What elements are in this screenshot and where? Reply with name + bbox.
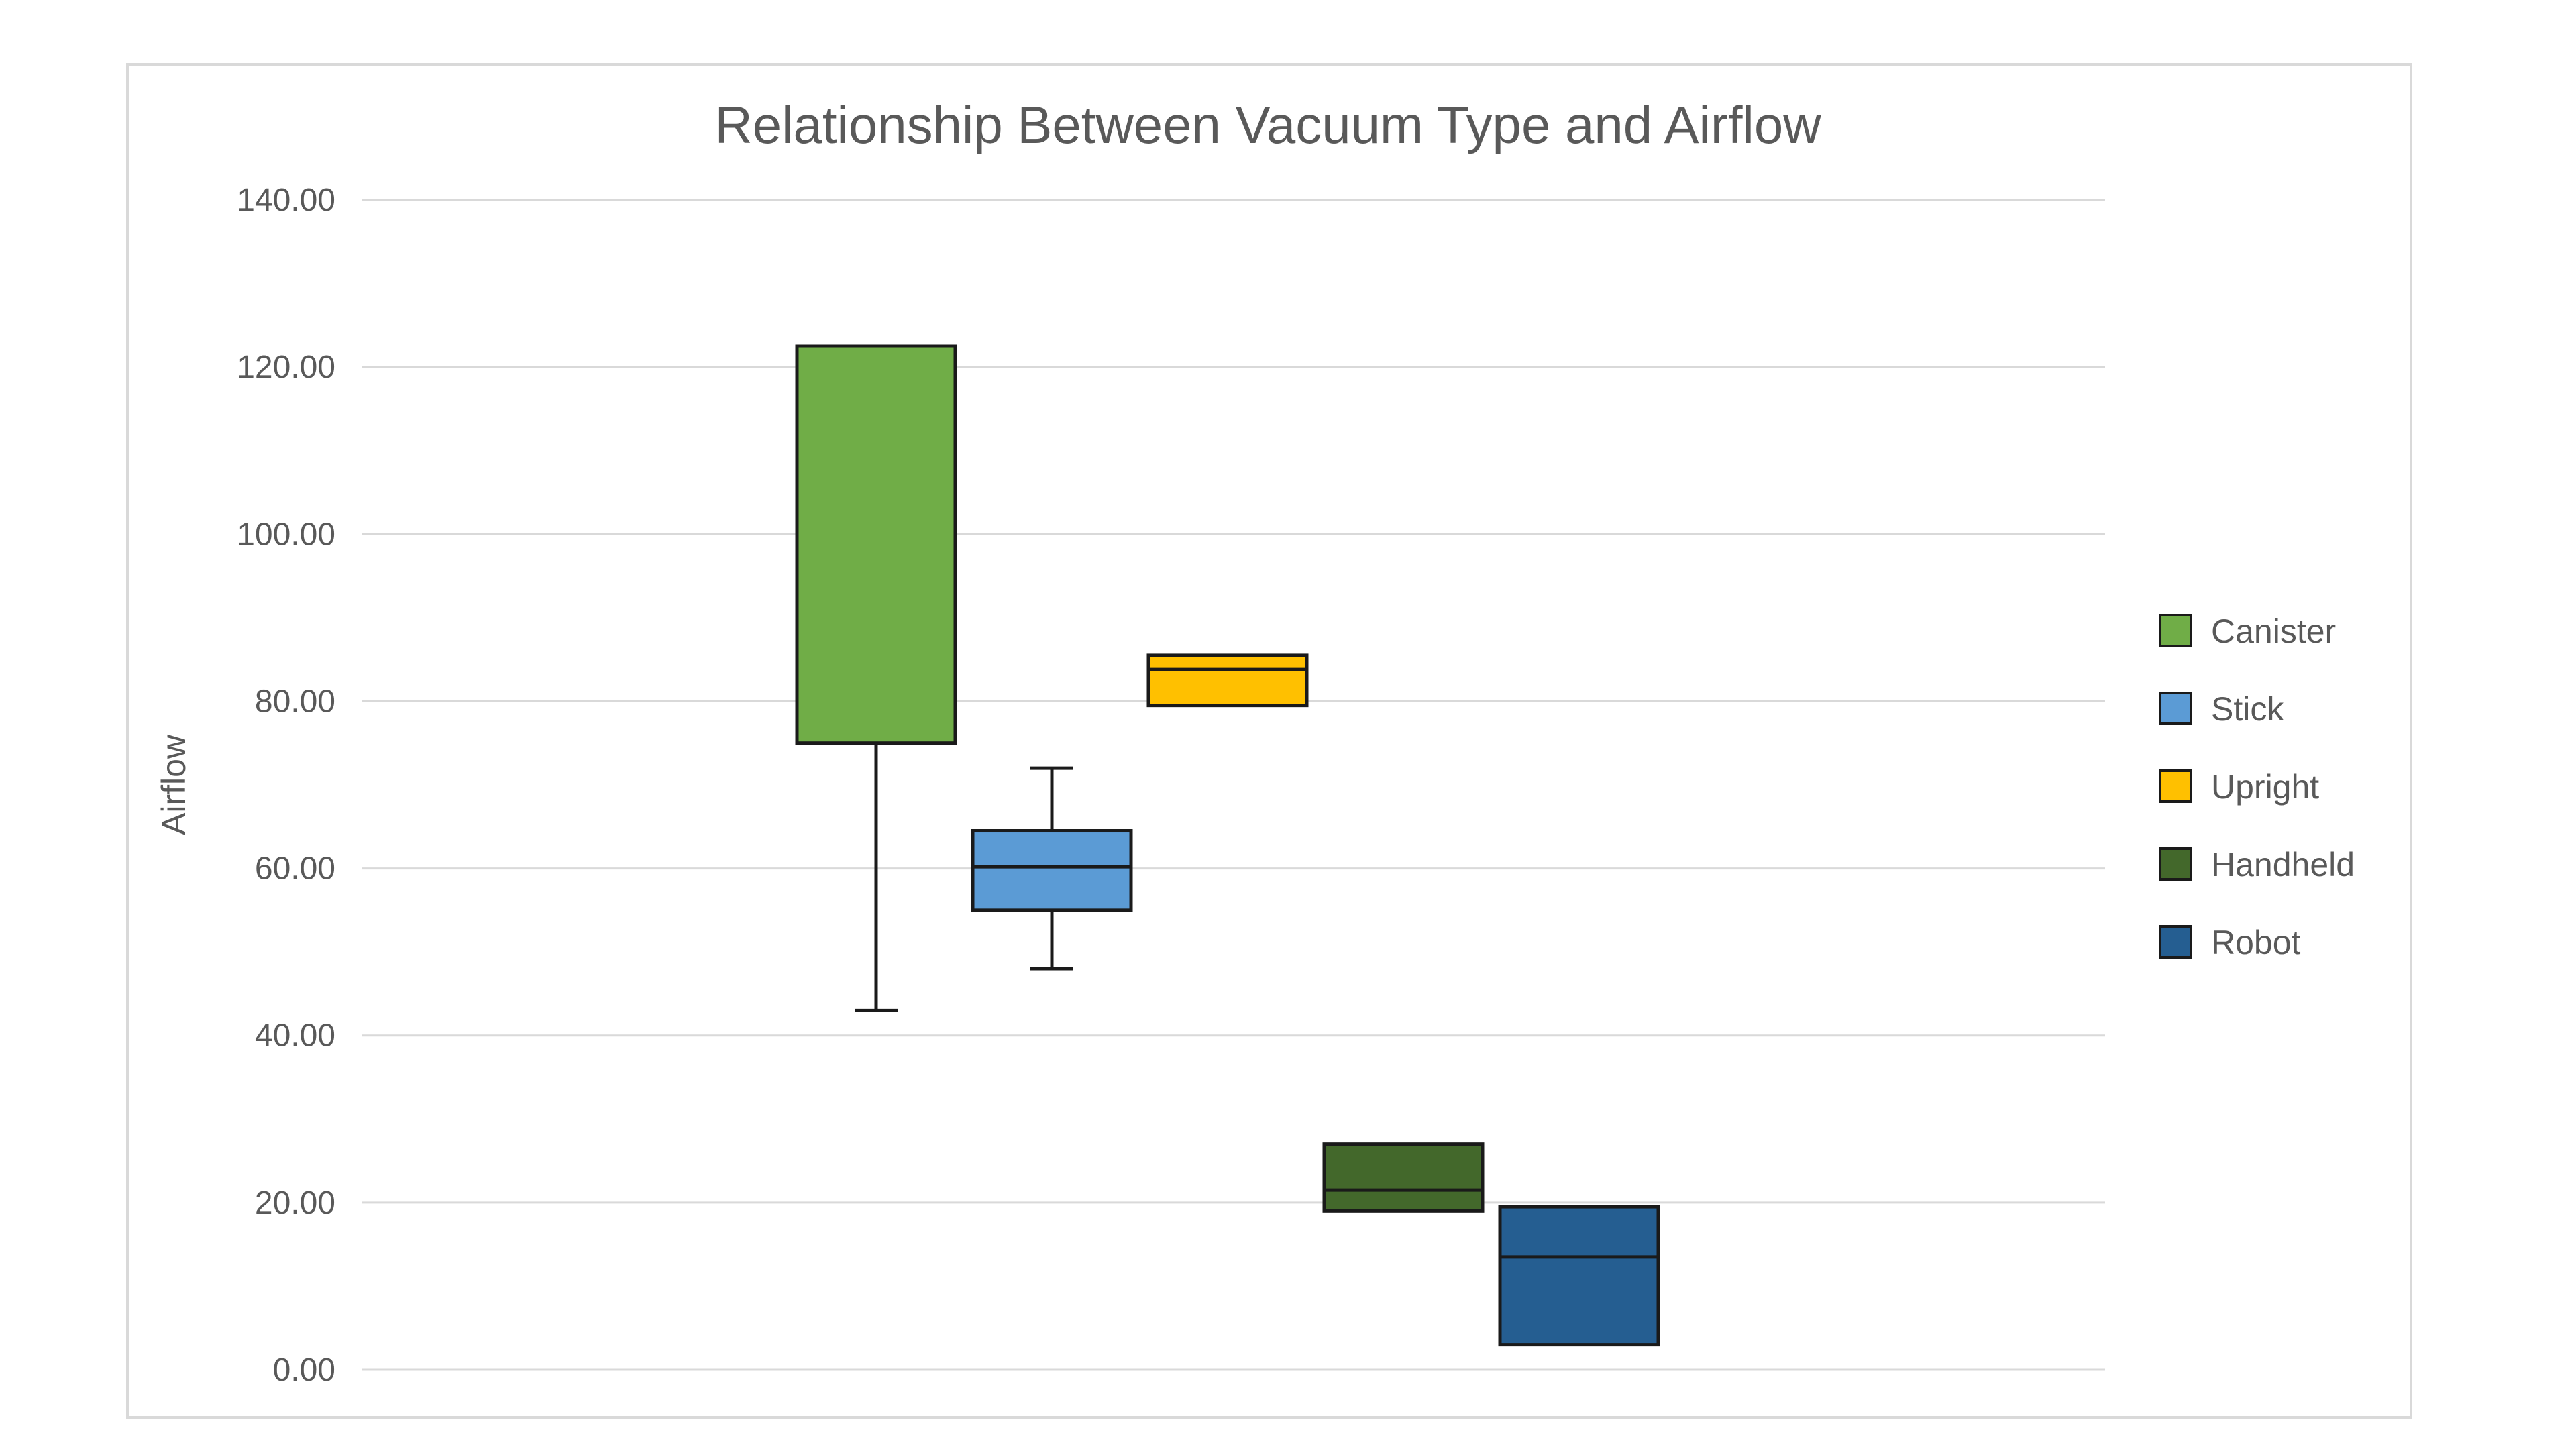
legend-label: Canister [2211,612,2336,650]
legend-label: Upright [2211,768,2319,806]
y-tick-label: 120.00 [237,349,335,385]
box-robot [1498,1205,1660,1347]
y-tick-label: 80.00 [255,684,335,719]
box-iqr [1322,1142,1485,1213]
box-canister [795,344,957,1012]
box-iqr [1146,653,1309,708]
legend-swatch [2159,925,2192,959]
legend-item-handheld: Handheld [2159,846,2355,883]
legend-item-stick: Stick [2159,690,2284,728]
y-tick-label: 0.00 [273,1352,335,1388]
box-series [795,344,1660,1347]
y-tick-label: 100.00 [237,517,335,552]
y-tick-label: 60.00 [255,851,335,887]
y-tick-label: 140.00 [237,182,335,218]
legend-item-canister: Canister [2159,612,2336,650]
legend-label: Handheld [2211,846,2355,883]
legend: Canister Stick Upright Handheld Robot [2159,612,2355,961]
box-iqr [795,344,957,745]
box-stick [971,766,1133,971]
chart-area-border [126,63,2412,1419]
legend-swatch [2159,614,2192,647]
chart-title: Relationship Between Vacuum Type and Air… [714,95,1821,154]
y-tick-label: 40.00 [255,1018,335,1054]
legend-item-robot: Robot [2159,924,2301,961]
legend-swatch [2159,692,2192,725]
legend-swatch [2159,769,2192,803]
legend-label: Robot [2211,924,2301,961]
y-tick-label: 20.00 [255,1185,335,1221]
legend-label: Stick [2211,690,2284,728]
box-iqr [971,829,1133,912]
box-iqr [1498,1205,1660,1347]
box-upright [1146,653,1309,708]
legend-swatch [2159,847,2192,881]
box-handheld [1322,1142,1485,1213]
y-axis-label: Airflow [155,734,193,835]
legend-item-upright: Upright [2159,768,2319,806]
y-axis-tick-labels: 0.00 20.00 40.00 60.00 80.00 100.00 120.00 140.… [237,182,335,1388]
